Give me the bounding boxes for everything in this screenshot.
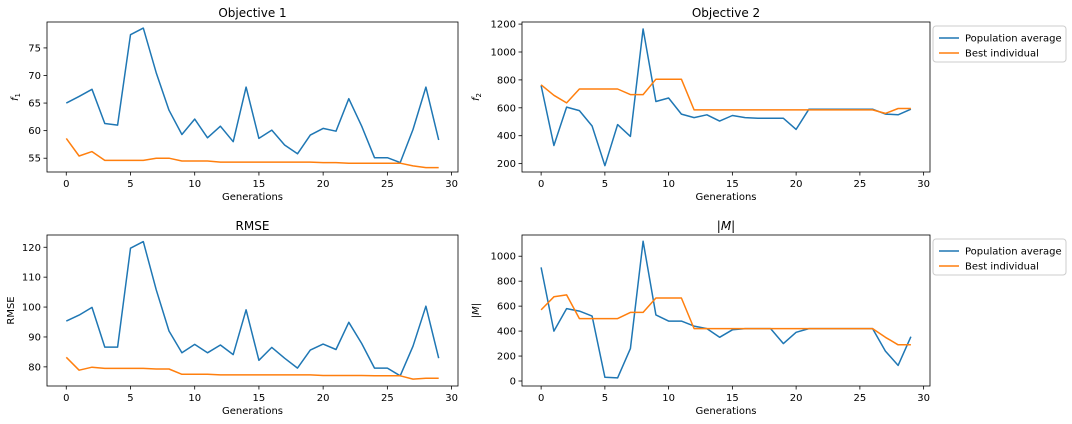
y-tick-label: 800 (497, 75, 516, 86)
x-tick-label: 0 (538, 179, 544, 190)
x-axis-label: Generations (222, 192, 283, 203)
y-tick-label: 0 (510, 377, 516, 388)
y-label-subscript: 1 (14, 93, 22, 97)
y-label-f: f (471, 96, 482, 101)
y-axis-label: RMSE (6, 296, 17, 324)
x-tick-label: 10 (188, 393, 201, 404)
x-tick-label: 10 (662, 393, 675, 404)
series-line-population-average (65, 27, 440, 164)
chart-2: Objective 2 0 5 10 15 20 25 30 200 400 600 800 1000 1… (471, 6, 1067, 203)
chart-4: |M|0 5 10 15 20 25 3002004006008001000Generati… (471, 219, 1067, 417)
y-tick-label: 1000 (491, 252, 516, 263)
y-tick-label: 1200 (491, 20, 516, 31)
x-tick-label: 0 (63, 393, 69, 404)
x-tick-label: 20 (790, 393, 803, 404)
series-line-best-individual (540, 78, 911, 115)
x-tick-label: 5 (127, 393, 133, 404)
x-tick-label: 15 (726, 179, 739, 190)
x-tick-label: 20 (317, 393, 330, 404)
x-tick-label: 0 (538, 393, 544, 404)
legend-box (932, 238, 1067, 276)
y-tick-label: 200 (497, 352, 516, 363)
y-tick-label: 200 (497, 159, 516, 170)
chart-title: Objective 1 (218, 6, 286, 20)
x-tick-label: 20 (317, 179, 330, 190)
legend-label: Best individual (965, 49, 1039, 60)
y-axis-label: f1 (10, 93, 22, 101)
y-tick-label: 800 (497, 277, 516, 288)
y-label-f: f (10, 96, 21, 101)
axes-frame (521, 234, 931, 387)
chart-title: Objective 2 (692, 6, 760, 20)
y-tick-label: 80 (28, 362, 41, 373)
y-tick-label: 70 (28, 71, 41, 82)
y-label-bar: | (471, 303, 482, 306)
series-line-best-individual (540, 294, 911, 346)
x-tick-label: 10 (662, 179, 675, 190)
y-tick-label: 65 (28, 99, 41, 110)
axes-frame (521, 21, 931, 173)
series-line-best-individual (65, 137, 439, 169)
series-line-population-average (65, 240, 440, 377)
x-tick-label: 25 (854, 393, 867, 404)
chart-1: Objective 1 0 5 10 15 20 25 30 55 60 65 70 75 Generat… (10, 6, 459, 203)
y-tick-label: 60 (28, 126, 41, 137)
y-axis-label: |M| (471, 303, 482, 318)
x-axis-label: Generations (222, 406, 283, 417)
x-tick-label: 30 (445, 179, 458, 190)
y-tick-label: 600 (497, 103, 516, 114)
y-tick-label: 400 (497, 327, 516, 338)
chart-title: |M| (717, 219, 735, 233)
x-axis-label: Generations (696, 406, 757, 417)
series-line-best-individual (65, 356, 439, 380)
x-tick-label: 5 (127, 179, 133, 190)
y-tick-label: 90 (28, 332, 41, 343)
x-tick-label: 0 (63, 179, 69, 190)
x-tick-label: 30 (917, 393, 930, 404)
x-tick-label: 15 (253, 179, 266, 190)
y-tick-label: 600 (497, 302, 516, 313)
x-tick-label: 5 (602, 393, 608, 404)
x-tick-label: 25 (381, 179, 394, 190)
x-tick-label: 15 (726, 393, 739, 404)
title-bar: | (731, 219, 735, 233)
y-tick-label: 110 (22, 273, 41, 284)
y-tick-label: 120 (22, 243, 41, 254)
y-label-subscript: 2 (475, 93, 483, 97)
y-tick-label: 100 (22, 303, 41, 314)
y-label-script-m: M (471, 306, 482, 315)
y-tick-label: 400 (497, 131, 516, 142)
x-tick-label: 30 (917, 179, 930, 190)
x-axis-label: Generations (696, 192, 757, 203)
axes-frame (46, 234, 459, 387)
legend-label: Population average (965, 247, 1062, 258)
x-tick-label: 15 (253, 393, 266, 404)
legend-label: Population average (965, 34, 1062, 45)
chart-3: RMSE 0 5 10 15 20 25 30 80 90 100 110 120 Generations… (6, 219, 459, 417)
x-tick-label: 25 (854, 179, 867, 190)
y-axis-label: f2 (471, 93, 483, 101)
x-tick-label: 30 (445, 393, 458, 404)
x-tick-label: 10 (188, 179, 201, 190)
y-tick-label: 55 (28, 154, 41, 165)
title-script-m: M (721, 219, 732, 233)
y-tick-label: 1000 (491, 48, 516, 59)
legend-label: Best individual (965, 262, 1039, 273)
series-line-population-average (540, 240, 912, 379)
x-tick-label: 25 (381, 393, 394, 404)
legend-box (932, 25, 1067, 63)
axes-frame (46, 21, 459, 173)
x-tick-label: 20 (790, 179, 803, 190)
chart-title: RMSE (236, 219, 270, 233)
series-line-population-average (540, 28, 912, 167)
y-tick-label: 75 (28, 43, 41, 54)
x-tick-label: 5 (602, 179, 608, 190)
